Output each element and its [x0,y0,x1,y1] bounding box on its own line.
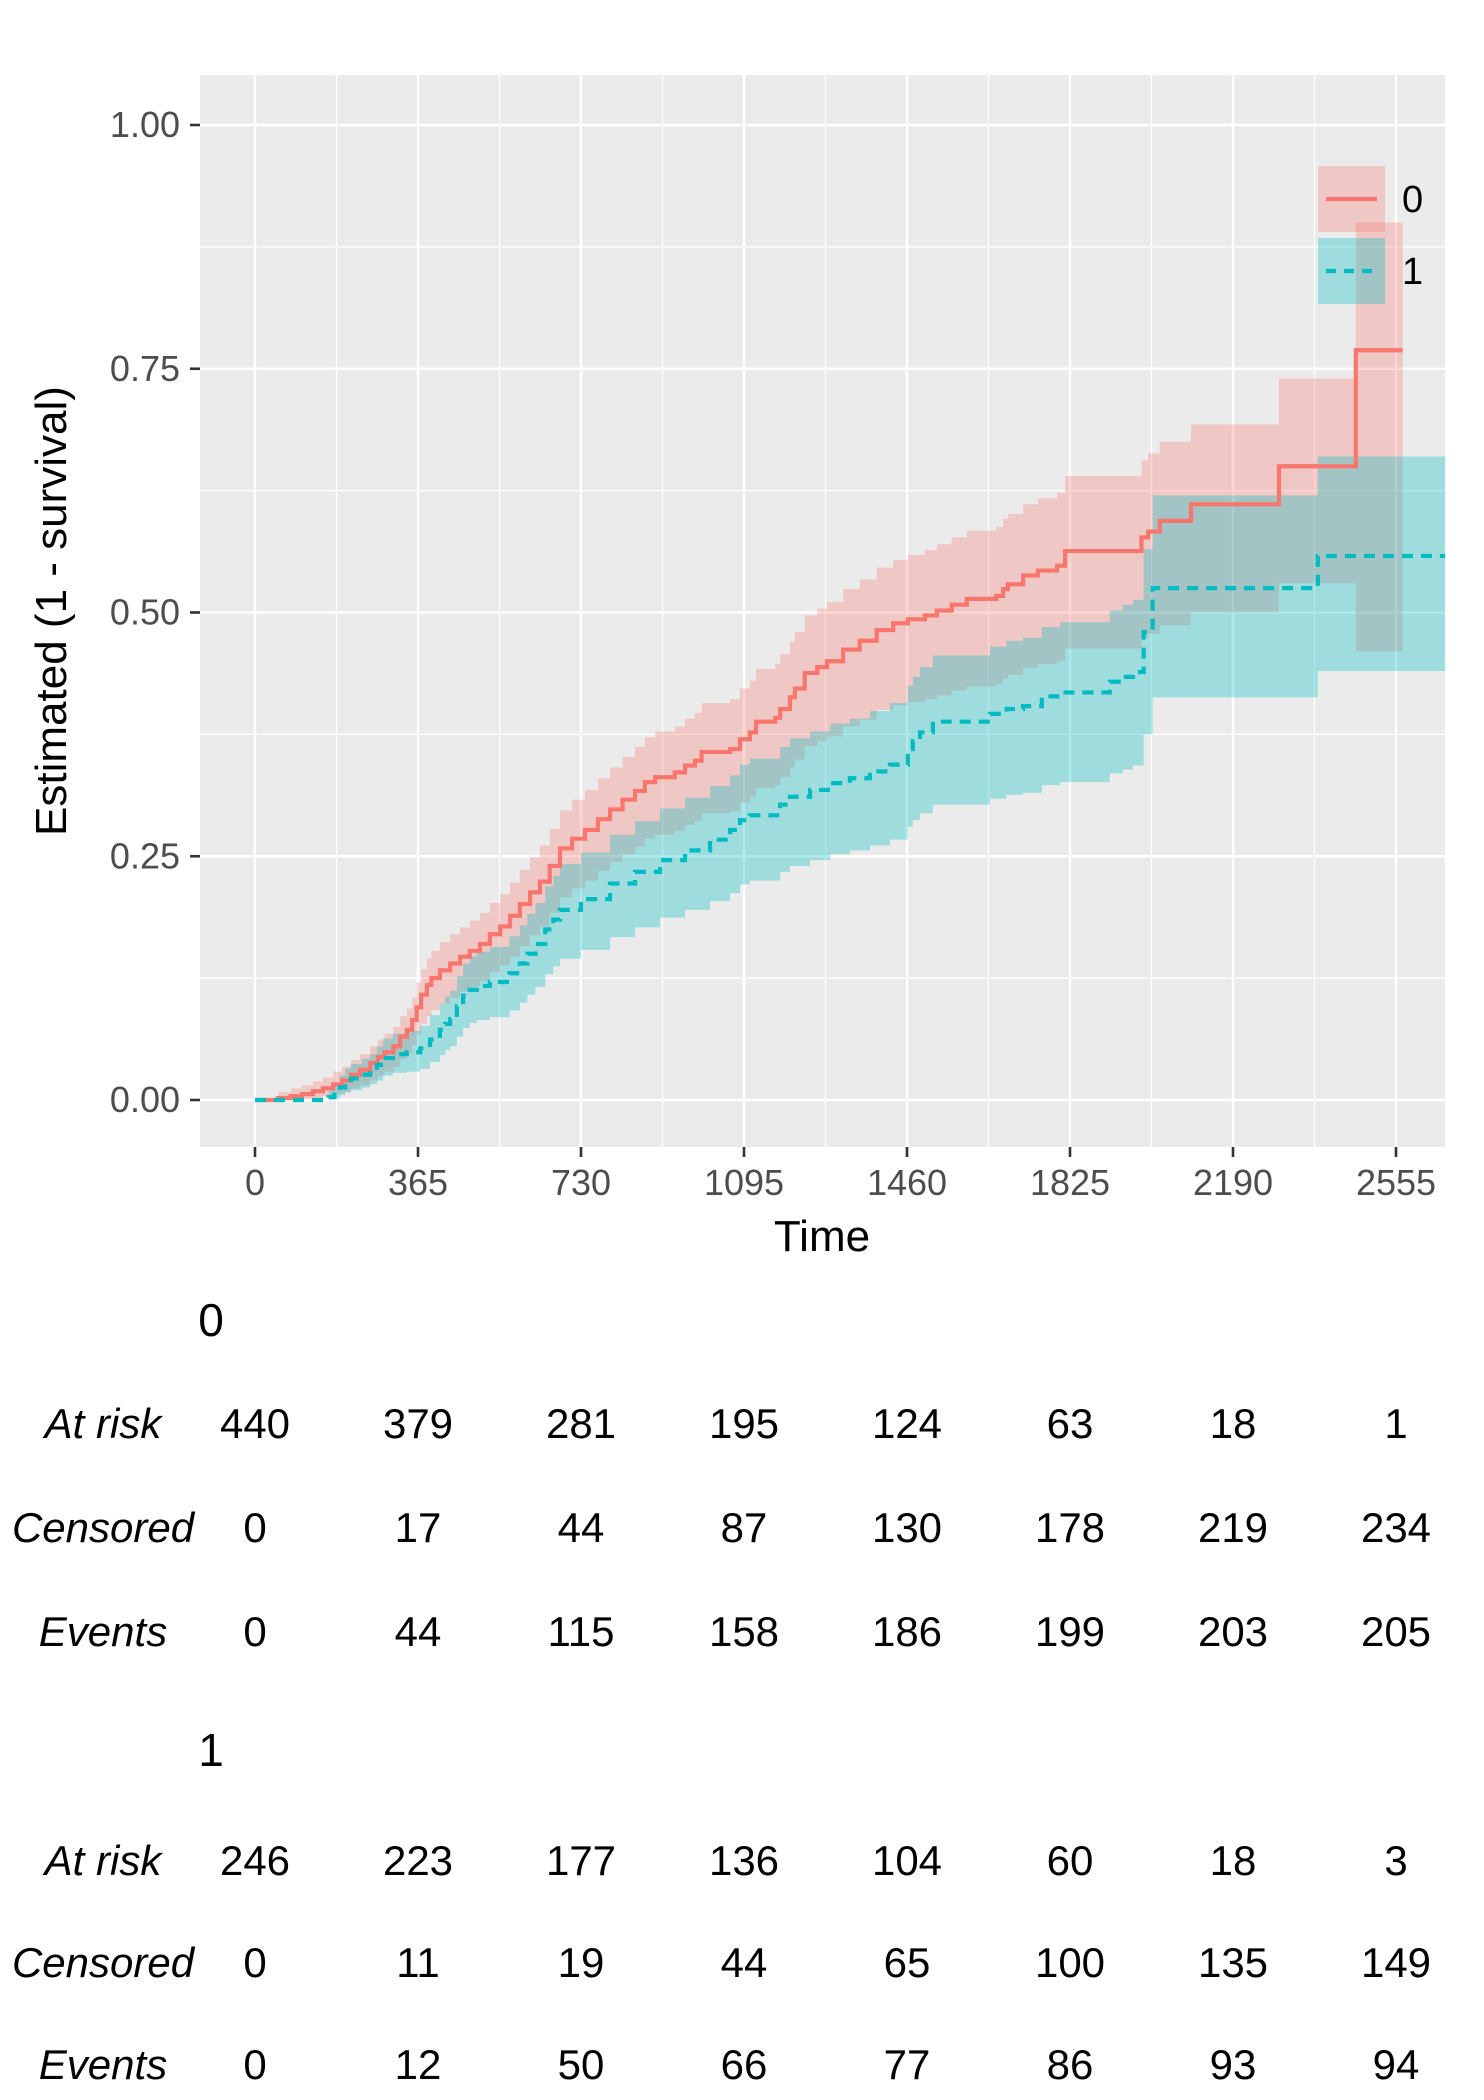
risk-table-0-row-label-censored: Censored [11,1504,195,1551]
risk-table-1-value: 136 [708,1837,780,1884]
risk-table-0-value: 379 [382,1400,454,1447]
y-tick-label: 0.75 [110,348,180,389]
risk-table-1-value: 44 [720,1939,768,1986]
plot-panel [200,75,1445,1147]
risk-table-0-value: 44 [557,1504,605,1551]
risk-table-1-value: 177 [545,1837,617,1884]
risk-table-0-value: 115 [547,1608,615,1655]
x-tick-label: 1460 [867,1162,947,1203]
risk-table-1-value: 223 [382,1837,454,1884]
y-tick-label: 0.50 [110,592,180,633]
risk-table-0-header: 0 [198,1294,224,1346]
survival-chart: 0 365 730 1095 1460 1825 2190 2555 0.00 0.25 0.50 0… [110,75,1446,1203]
risk-table-0-value: 440 [219,1400,291,1447]
risk-table-1-value: 11 [396,1939,440,1986]
risk-table-1-value: 77 [883,2041,931,2088]
x-tick-label: 1095 [704,1162,784,1203]
risk-table-1-row-label-at-risk: At risk [44,1837,162,1884]
legend-label-0: 0 [1402,179,1423,221]
risk-table-0-value: 234 [1360,1504,1432,1551]
risk-table-0-value: 87 [720,1504,768,1551]
risk-table-1-value: 3 [1384,1837,1408,1884]
risk-table-0-value: 18 [1209,1400,1257,1447]
risk-table-0-value: 178 [1034,1504,1106,1551]
risk-table-1-value: 66 [720,2041,768,2088]
risk-table-0-value: 203 [1197,1608,1269,1655]
risk-table-1-value: 93 [1209,2041,1257,2088]
risk-table-0-value: 130 [871,1504,943,1551]
risk-table-0-value: 195 [708,1400,780,1447]
risk-table-0-row-label-at-risk: At risk [44,1400,162,1447]
risk-table-1-value: 65 [883,1939,931,1986]
risk-table-1-value: 50 [557,2041,605,2088]
x-axis-title: Time [773,1212,871,1261]
risk-table-0-value: 0 [243,1608,267,1655]
risk-table-0-value: 281 [545,1400,617,1447]
risk-table-0-value: 44 [394,1608,442,1655]
risk-table-0-value: 17 [394,1504,442,1551]
risk-table-1-value: 19 [557,1939,605,1986]
legend-label-1: 1 [1402,251,1423,293]
risk-table-0-value: 0 [243,1504,267,1551]
risk-table-1-row-label-events: Events [38,2041,168,2088]
risk-table-1-value: 12 [394,2041,442,2088]
risk-table-0-value: 124 [871,1400,943,1447]
y-tick-label: 0.25 [110,835,180,876]
risk-table-1-value: 135 [1197,1939,1269,1986]
risk-table-1-value: 86 [1046,2041,1094,2088]
risk-table-1-value: 100 [1034,1939,1106,1986]
x-tick-label: 365 [388,1162,448,1203]
risk-table-1-header: 1 [198,1724,224,1776]
risk-table-0-value: 199 [1034,1608,1106,1655]
x-tick-label: 1825 [1030,1162,1110,1203]
survival-curve-group-0 [255,348,1403,1103]
x-tick-label: 2555 [1356,1162,1436,1203]
risk-table-0-value: 158 [708,1608,780,1655]
risk-table-0-row-label-events: Events [38,1608,168,1655]
risk-table-1-value: 104 [871,1837,943,1884]
risk-table-1-value: 0 [243,1939,267,1986]
y-tick-label: 0.00 [110,1079,180,1120]
risk-table-1-value: 60 [1046,1837,1094,1884]
y-axis-title: Estimated (1 - survival) [27,386,76,836]
x-tick-label: 2190 [1193,1162,1273,1203]
risk-table-0-value: 219 [1197,1504,1269,1551]
risk-table-0-value: 205 [1360,1608,1432,1655]
x-tick-label: 0 [245,1162,265,1203]
risk-table-1-value: 94 [1372,2041,1420,2088]
risk-table-1-value: 149 [1360,1939,1432,1986]
risk-table-1-value: 0 [243,2041,267,2088]
risk-table-0-value: 1 [1384,1400,1408,1447]
risk-table-1-value: 18 [1209,1837,1257,1884]
x-tick-label: 730 [551,1162,611,1203]
risk-table-0-value: 63 [1046,1400,1094,1447]
risk-table-1-value: 246 [219,1837,291,1884]
y-tick-label: 1.00 [110,104,180,145]
risk-table-0-value: 186 [871,1608,943,1655]
risk-table-1-row-label-censored: Censored [11,1939,195,1986]
